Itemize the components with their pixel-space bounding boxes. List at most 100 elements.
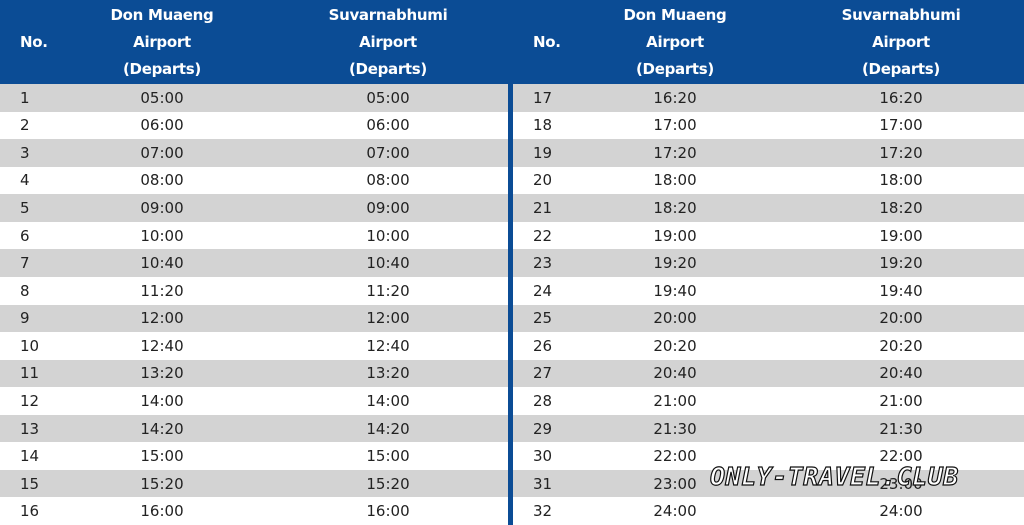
header-row: No. Don Muaeng Airport (Departs) Suvarnabhum… (0, 0, 508, 84)
table-row: 17 16:20 16:20 (513, 84, 1024, 112)
table-row: 6 10:00 10:00 (0, 222, 508, 250)
table-cell: 15 (20, 474, 40, 493)
table-row: 4 08:00 08:00 (0, 167, 508, 195)
table-cell: 19:20 (653, 254, 697, 273)
watermark: ONLY-TRAVEL.CLUB (709, 461, 959, 491)
table-cell: 21:30 (879, 419, 923, 438)
table-cell: 16:20 (879, 88, 923, 107)
table-cell: 06:00 (366, 116, 410, 135)
table-cell: 20:00 (653, 309, 697, 328)
divider (508, 0, 513, 525)
table-cell: 05:00 (366, 88, 410, 107)
table-row: 15 15:20 15:20 (0, 469, 508, 498)
header-cell: Airport (359, 33, 417, 51)
table-cell: 23:00 (879, 474, 923, 493)
table-cell: 20 (533, 171, 553, 190)
table-cell: 17:00 (653, 116, 697, 135)
header-cell: Airport (133, 33, 191, 51)
table-cell: 16:00 (366, 502, 410, 521)
header-cell: Suvarnabhumi (841, 6, 961, 24)
table-cell: 19:20 (879, 254, 923, 273)
table-row: 21 18:20 18:20 (513, 194, 1024, 222)
header-cell: (Departs) (123, 60, 201, 78)
table-row: 28 21:00 21:00 (513, 387, 1024, 415)
table-cell: 12:40 (140, 336, 184, 355)
table-row: 29 21:30 21:30 (513, 414, 1024, 443)
table-cell: 13:20 (366, 364, 410, 383)
table-cell: 4 (20, 171, 30, 190)
table-row: 7 10:40 10:40 (0, 249, 508, 277)
table-cell: 14:20 (366, 419, 410, 438)
table-row: 26 20:20 20:20 (513, 332, 1024, 360)
table-row: 3 07:00 07:00 (0, 139, 508, 167)
table-cell: 30 (533, 447, 553, 466)
table-row: 16 16:00 16:00 (0, 497, 508, 525)
table-cell: 7 (20, 254, 30, 273)
table-cell: 10:40 (140, 254, 184, 273)
header-cell: Airport (872, 33, 930, 51)
table-cell: 20:20 (653, 336, 697, 355)
table-cell: 12:40 (366, 336, 410, 355)
header-cell: No. (20, 33, 48, 51)
table-cell: 16:20 (653, 88, 697, 107)
table-cell: 2 (20, 116, 30, 135)
table-cell: 19:00 (879, 226, 923, 245)
table-row: 2 06:00 06:00 (0, 112, 508, 140)
table-cell: 07:00 (366, 143, 410, 162)
table-cell: 21:00 (879, 391, 923, 410)
table-cell: 18:20 (653, 199, 697, 218)
table-cell: 14:00 (366, 391, 410, 410)
header-cell: Suvarnabhumi (328, 6, 448, 24)
table-cell: 09:00 (140, 199, 184, 218)
table-cell: 13:20 (140, 364, 184, 383)
table-row: 12 14:00 14:00 (0, 387, 508, 415)
table-cell: 22:00 (653, 447, 697, 466)
table-cell: 8 (20, 281, 30, 300)
table-cell: 21 (533, 199, 553, 218)
table-row: 25 20:00 20:00 (513, 304, 1024, 333)
table-cell: 21:30 (653, 419, 697, 438)
table-cell: 18:00 (653, 171, 697, 190)
table-cell: 15:20 (140, 474, 184, 493)
table-cell: 15:20 (366, 474, 410, 493)
left-table: No. Don Muaeng Airport (Departs) Suvarnabhum… (0, 0, 508, 525)
table-cell: 23:00 (653, 474, 697, 493)
table-cell: 17:00 (879, 116, 923, 135)
header-cell: Airport (646, 33, 704, 51)
table-cell: 31 (533, 474, 553, 493)
table-cell: 18:00 (879, 171, 923, 190)
table-cell: 14 (20, 447, 40, 466)
table-cell: 10 (20, 336, 40, 355)
table-cell: 20:40 (879, 364, 923, 383)
table-cell: 09:00 (366, 199, 410, 218)
table-cell: 12:00 (140, 309, 184, 328)
table-cell: 08:00 (366, 171, 410, 190)
table-cell: 11:20 (140, 281, 184, 300)
table-cell: 20:40 (653, 364, 697, 383)
table-row: 14 15:00 15:00 (0, 442, 508, 470)
header-cell: (Departs) (862, 60, 940, 78)
header-row: No. Don Muaeng Airport (Departs) Suvarnabhum… (513, 0, 1024, 84)
table-cell: 22:00 (879, 447, 923, 466)
table-row: 13 14:20 14:20 (0, 414, 508, 443)
table-cell: 11:20 (366, 281, 410, 300)
table-cell: 21:00 (653, 391, 697, 410)
table-row: 20 18:00 18:00 (513, 167, 1024, 195)
table-cell: 28 (533, 391, 553, 410)
table-row: 30 22:00 22:00 (513, 442, 1024, 470)
header-cell: Don Muaeng (110, 6, 214, 24)
header-cell: (Departs) (349, 60, 427, 78)
table-cell: 13 (20, 419, 40, 438)
table-cell: 24 (533, 281, 553, 300)
table-cell: 18 (533, 116, 553, 135)
header-cell: Don Muaeng (623, 6, 727, 24)
table-cell: 14:20 (140, 419, 184, 438)
table-cell: 6 (20, 226, 30, 245)
table-cell: 19:40 (653, 281, 697, 300)
table-cell: 10:00 (140, 226, 184, 245)
table-cell: 15:00 (366, 447, 410, 466)
table-cell: 23 (533, 254, 553, 273)
table-row: 8 11:20 11:20 (0, 277, 508, 305)
table-cell: 06:00 (140, 116, 184, 135)
